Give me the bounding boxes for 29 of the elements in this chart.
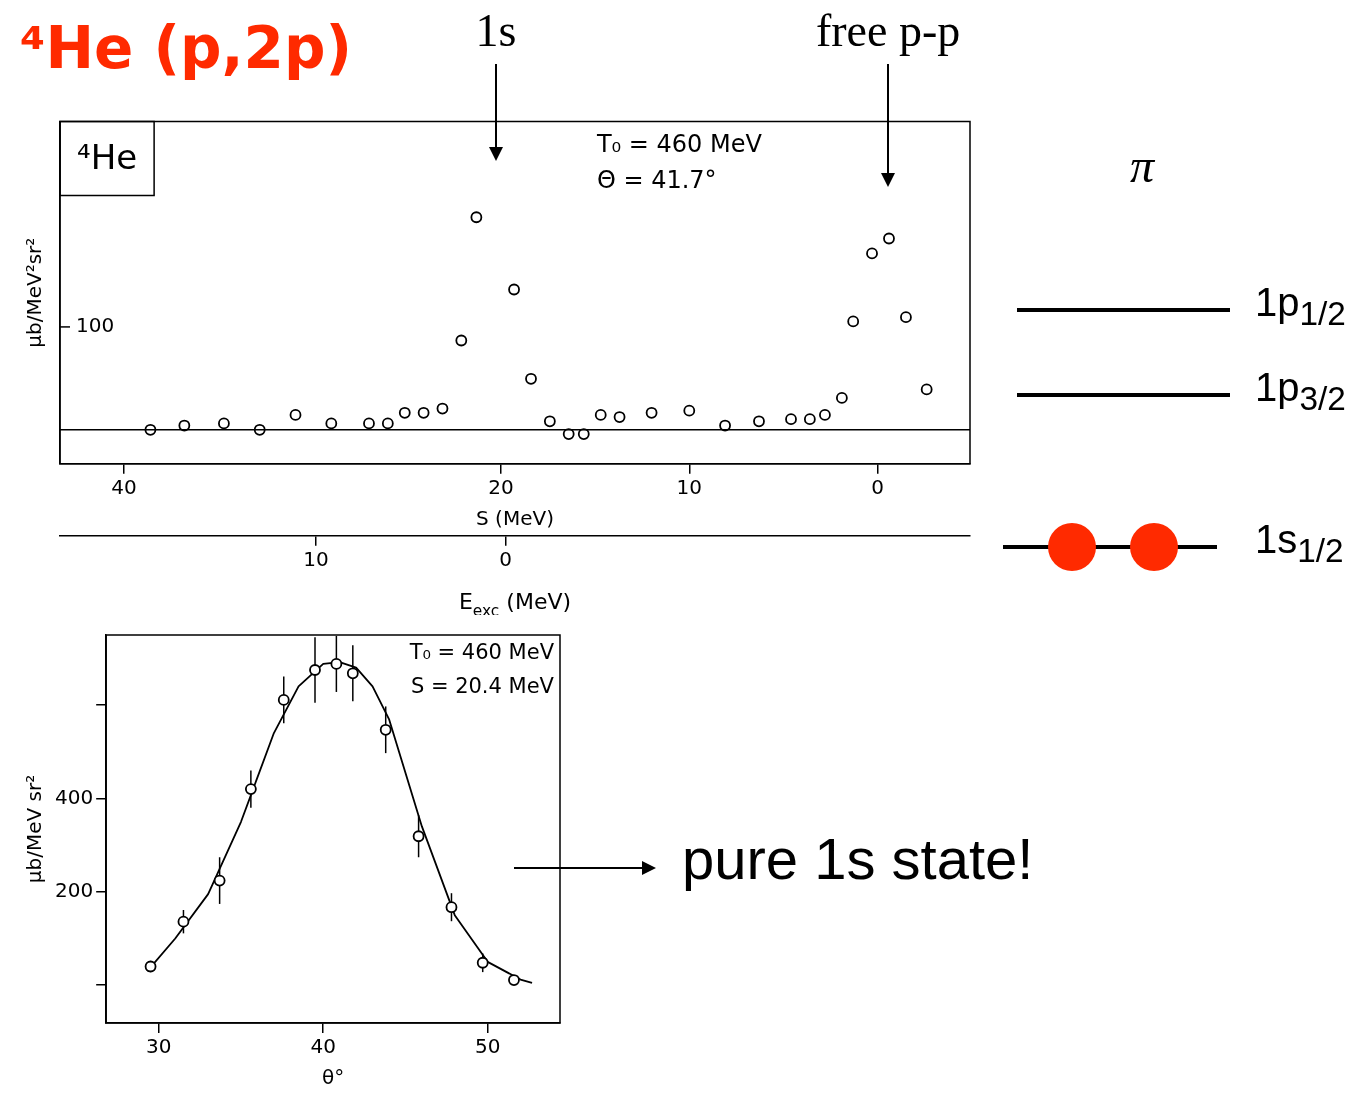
x-tick-label: 40: [310, 1034, 336, 1059]
x-axis-title: θ°: [321, 1065, 345, 1090]
x-tick-label: 20: [488, 475, 514, 499]
text: 1p$_{3/2}$: [1255, 365, 1346, 418]
annotation: S = 20.4 MeV: [410, 673, 555, 698]
chart-title: ⁴He (p,2p): [20, 13, 352, 82]
text: ⁴He: [77, 137, 138, 178]
text: free p-p: [815, 3, 961, 57]
x2-tick-label: 0: [499, 547, 512, 571]
x-tick-label: 50: [474, 1034, 501, 1059]
text: π: [1130, 138, 1155, 193]
text: Θ = 41.7°: [596, 165, 717, 194]
text: 1p$_{1/2}$: [1255, 280, 1346, 333]
x-tick-label: 30: [146, 1034, 172, 1059]
text: 1s$_{1/2}$: [1255, 517, 1344, 570]
annotation: 100: [76, 313, 115, 338]
text: pure 1s state!: [682, 825, 1034, 892]
y-tick-label: 200: [54, 878, 94, 902]
y-axis-title: μb/MeV sr²: [22, 774, 47, 884]
annotation: T₀ = 460 MeV: [408, 639, 555, 664]
x-tick-label: 40: [111, 475, 137, 499]
x-axis-title: S (MeV): [476, 506, 554, 530]
text: 1s: [475, 3, 517, 57]
y-tick-label: 400: [54, 784, 94, 809]
x2-tick-label: 10: [303, 547, 329, 571]
x-tick-label: 10: [676, 475, 702, 499]
x-tick-label: 0: [871, 475, 885, 499]
text: T₀ = 460 MeV: [595, 129, 763, 158]
y-axis-title: μb/MeV²sr²: [22, 237, 47, 348]
